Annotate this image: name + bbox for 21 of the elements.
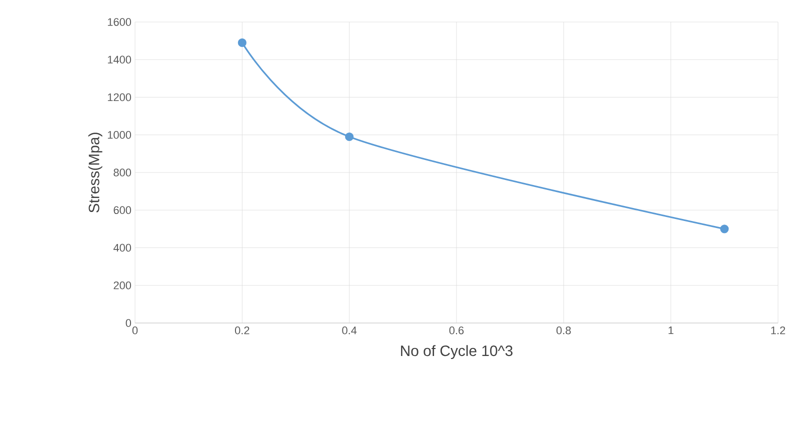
x-tick-label: 1.2 [771,326,786,334]
x-axis-title: No of Cycle 10^3 [401,345,512,360]
y-tick-label: 600 [114,206,132,214]
y-tick-label: 0 [126,319,132,327]
x-tick-label: 1 [668,326,674,334]
x-tick-label: 0 [132,326,138,334]
y-tick-label: 200 [114,282,132,290]
y-tick-label: 400 [113,244,132,252]
point [345,132,354,142]
y-tick-label: 800 [114,168,132,176]
point [238,38,246,47]
y-tick-label: 1000 [108,131,132,139]
x-tick-label: 0.2 [234,326,250,334]
x-tick-label: 0.8 [556,326,571,334]
y-tick-label: 1400 [108,56,132,64]
y-tick-label: 1600 [108,18,132,26]
y-tick-label: 1200 [108,93,132,102]
y-axis-title: Stress(Mpa) [88,132,102,213]
point [720,224,729,234]
x-tick-label: 0.6 [449,326,464,334]
x-tick-label: 0.4 [342,326,357,334]
